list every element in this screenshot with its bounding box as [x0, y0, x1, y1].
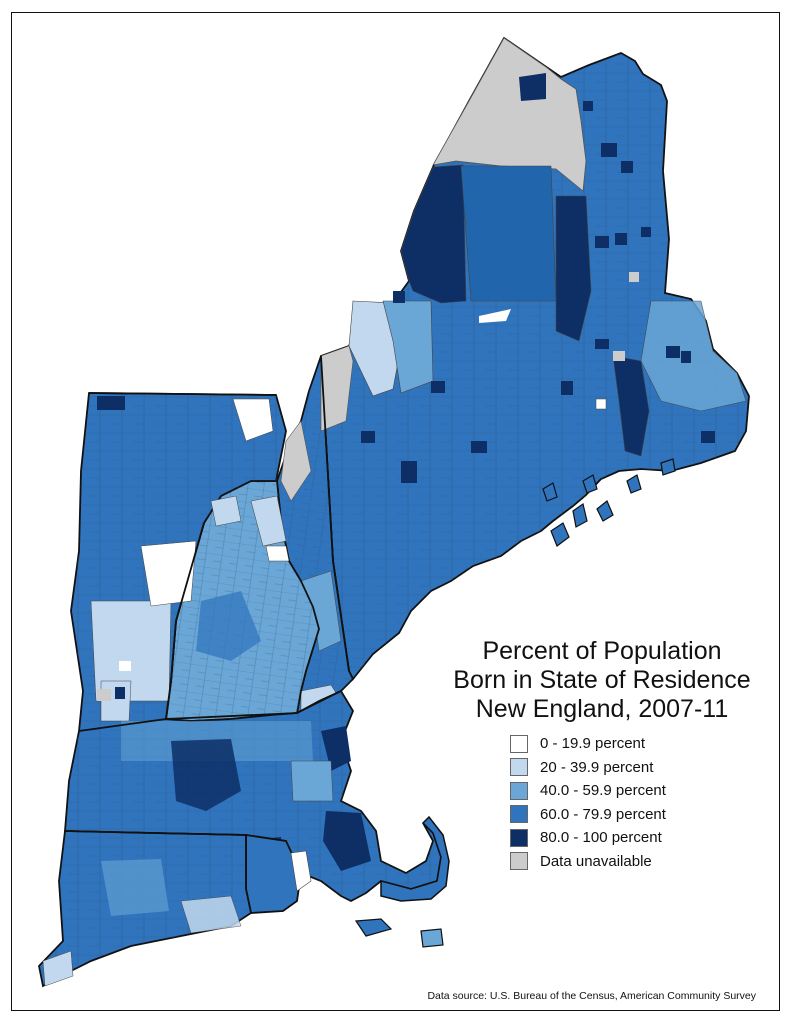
legend-swatch: [510, 734, 528, 753]
title-line-2: Born in State of Residence: [453, 666, 751, 694]
legend-label: Data unavailable: [540, 852, 652, 870]
legend-item: Data unavailable: [510, 850, 666, 874]
legend-label: 40.0 - 59.9 percent: [540, 782, 666, 800]
legend-swatch: [510, 805, 528, 824]
legend-item: 0 - 19.9 percent: [510, 732, 666, 756]
title-line-1: Percent of Population: [482, 637, 722, 665]
new-england-map: [38, 36, 750, 988]
legend-item: 60.0 - 79.9 percent: [510, 803, 666, 827]
legend-label: 80.0 - 100 percent: [540, 829, 662, 847]
maine-islands: [542, 458, 676, 547]
legend-item: 80.0 - 100 percent: [510, 826, 666, 850]
maine-dark-towns: [361, 101, 715, 483]
data-source-note: Data source: U.S. Bureau of the Census, …: [427, 990, 756, 1002]
map-title: Percent of Population Born in State of R…: [452, 637, 752, 724]
map-frame: Percent of Population Born in State of R…: [11, 12, 780, 1011]
legend-swatch: [510, 852, 528, 871]
legend-swatch: [510, 758, 528, 777]
legend-label: 60.0 - 79.9 percent: [540, 805, 666, 823]
cape-cod-area: [380, 815, 450, 902]
legend-swatch: [510, 781, 528, 800]
legend-swatch: [510, 828, 528, 847]
legend-label: 20 - 39.9 percent: [540, 758, 654, 776]
maine-unavailable-area: [432, 37, 587, 192]
legend-label: 0 - 19.9 percent: [540, 735, 646, 753]
legend-item: 40.0 - 59.9 percent: [510, 779, 666, 803]
title-line-3: New England, 2007-11: [475, 695, 729, 723]
legend-item: 20 - 39.9 percent: [510, 756, 666, 780]
legend: 0 - 19.9 percent 20 - 39.9 percent 40.0 …: [510, 732, 666, 873]
state-borders: [64, 355, 350, 889]
